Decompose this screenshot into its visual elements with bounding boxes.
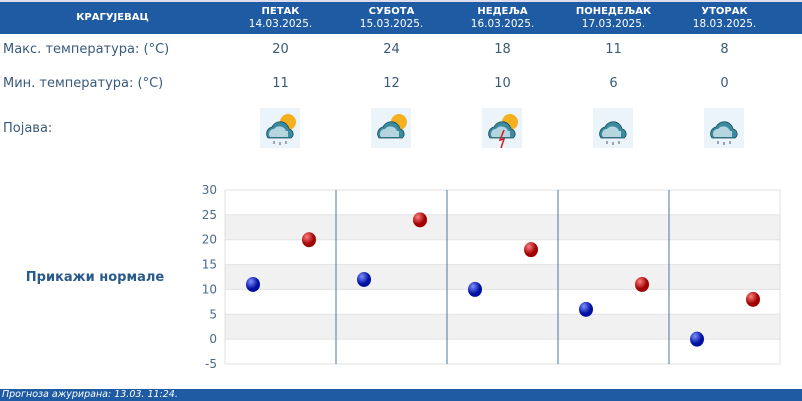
min-temp-label: Мин. температура: (°C) <box>3 76 164 91</box>
grid-band <box>225 314 780 340</box>
y-tick-label: -5 <box>205 357 217 371</box>
day-name: ПЕТАК <box>261 6 300 17</box>
grid-band <box>225 264 780 290</box>
day-name: ПОНЕДЕЉАК <box>575 6 652 17</box>
thunderstorm-icon <box>482 108 522 149</box>
max-temp-value: 20 <box>272 42 289 57</box>
min-temp-point <box>246 276 260 292</box>
partly-cloudy-icon <box>371 108 411 148</box>
min-temp-point <box>690 331 704 347</box>
max-temp-value: 24 <box>383 42 400 57</box>
partly-cloudy-light-rain-icon <box>260 108 300 148</box>
max-temp-value: 8 <box>720 42 729 57</box>
grid-band <box>225 214 780 240</box>
day-name: НЕДЕЉА <box>477 6 528 17</box>
y-tick-label: 25 <box>202 208 217 222</box>
temperature-chart: 30 25 20 15 10 5 0 -5 <box>202 183 781 371</box>
min-temp-point <box>468 281 482 297</box>
show-normals-link[interactable]: Прикажи нормале <box>25 270 165 285</box>
y-tick-label: 20 <box>202 233 217 247</box>
min-temp-point <box>579 301 593 317</box>
max-temp-point <box>302 232 316 248</box>
day-name: УТОРАК <box>701 6 748 17</box>
max-temp-value: 11 <box>605 42 622 57</box>
phenomenon-label: Појава: <box>3 121 53 136</box>
day-header: СУБОТА 15.03.2025. <box>336 5 447 31</box>
min-temp-value: 6 <box>609 76 618 91</box>
max-temp-point <box>746 291 760 307</box>
cloudy-light-rain-icon <box>704 108 744 148</box>
plot-border <box>224 189 781 365</box>
day-date: 17.03.2025. <box>581 18 646 30</box>
day-header: ПЕТАК 14.03.2025. <box>225 5 336 31</box>
cloudy-rain-icon <box>593 108 633 148</box>
max-temp-point <box>635 276 649 292</box>
min-temp-value: 10 <box>494 76 511 91</box>
min-temp-value: 11 <box>272 76 289 91</box>
day-header: НЕДЕЉА 16.03.2025. <box>447 5 558 31</box>
y-tick-label: 10 <box>202 282 217 296</box>
day-date: 18.03.2025. <box>692 18 757 30</box>
day-date: 14.03.2025. <box>248 18 313 30</box>
min-temp-value: 0 <box>720 76 729 91</box>
max-temp-point <box>413 212 427 228</box>
min-temp-value: 12 <box>383 76 400 91</box>
day-header: УТОРАК 18.03.2025. <box>669 5 780 31</box>
max-temp-label: Макс. температура: (°C) <box>3 42 170 57</box>
y-tick-label: 5 <box>209 307 217 321</box>
forecast-header: КРАГУЈЕВАЦ ПЕТАК 14.03.2025. СУБОТА 15.03.2… <box>0 0 802 34</box>
max-temp-value: 18 <box>494 42 511 57</box>
max-temp-point <box>524 242 538 258</box>
forecast-updated: Прогноза ажурирана: 13.03. 11:24. <box>0 389 802 401</box>
day-date: 16.03.2025. <box>470 18 535 30</box>
y-tick-label: 15 <box>202 258 217 272</box>
day-date: 15.03.2025. <box>359 18 424 30</box>
min-temp-point <box>357 271 371 287</box>
y-tick-label: 0 <box>209 332 217 346</box>
city-name: КРАГУЈЕВАЦ <box>76 12 149 23</box>
day-header: ПОНЕДЕЉАК 17.03.2025. <box>558 5 669 31</box>
day-name: СУБОТА <box>368 6 415 17</box>
y-tick-label: 30 <box>202 183 217 197</box>
